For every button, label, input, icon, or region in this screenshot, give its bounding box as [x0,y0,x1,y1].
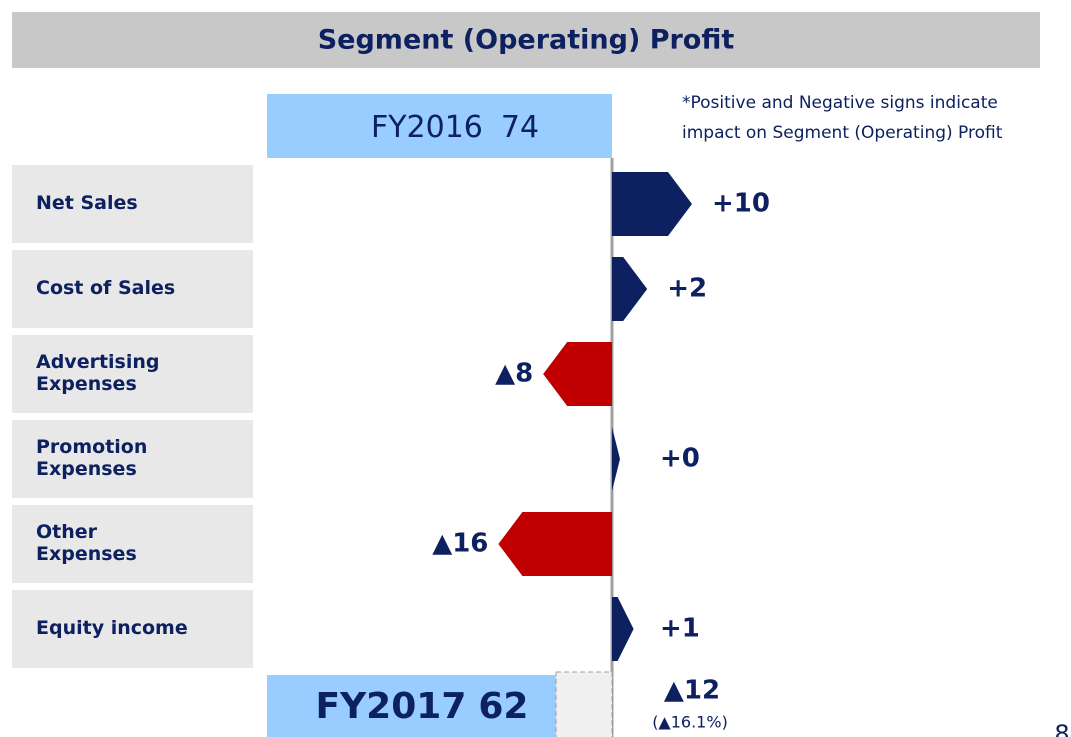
start-value: 74 [501,110,539,145]
bar [612,257,648,321]
value-label: ▲16 [432,529,488,559]
end-bar [267,675,557,737]
value-label: +10 [712,189,770,219]
end-value: 62 [478,686,528,727]
category-label: Promotion Expenses [36,436,148,480]
row-label-bg [12,250,253,328]
bar [612,172,692,236]
category-label: Equity income [36,617,188,640]
bar [543,342,612,406]
value-label: +1 [660,614,700,644]
row-label-bg [12,335,253,413]
row-label-bg [12,420,253,498]
note: impact on Segment (Operating) Profit [682,123,1003,143]
end-label: FY2017 62 [316,686,529,727]
value-label: ▲8 [495,359,533,389]
row-label-bg [12,165,253,243]
bar [612,427,620,491]
start-bar [267,94,612,158]
bar [612,597,634,661]
note: *Positive and Negative signs indicate [682,93,998,113]
chart-title: Segment (Operating) Profit [318,25,735,56]
start-label: FY2016 74 [371,110,539,145]
title-bar [12,12,1040,68]
change-label: ▲12 [664,676,720,706]
start-name: FY2016 [371,110,483,145]
category-label: Net Sales [36,192,138,215]
row-label-bg [12,590,253,668]
value-label: +0 [660,444,700,474]
change-bar [555,671,613,737]
category-label: Advertising Expenses [36,351,160,395]
value-label: +2 [667,274,707,304]
bar [498,512,612,576]
category-label: Other Expenses [36,521,137,565]
page-number: 8 [1054,720,1069,737]
end-name: FY2017 [316,686,467,727]
category-label: Cost of Sales [36,277,176,300]
row-label-bg [12,505,253,583]
change-pct-label: (▲16.1%) [652,713,728,732]
